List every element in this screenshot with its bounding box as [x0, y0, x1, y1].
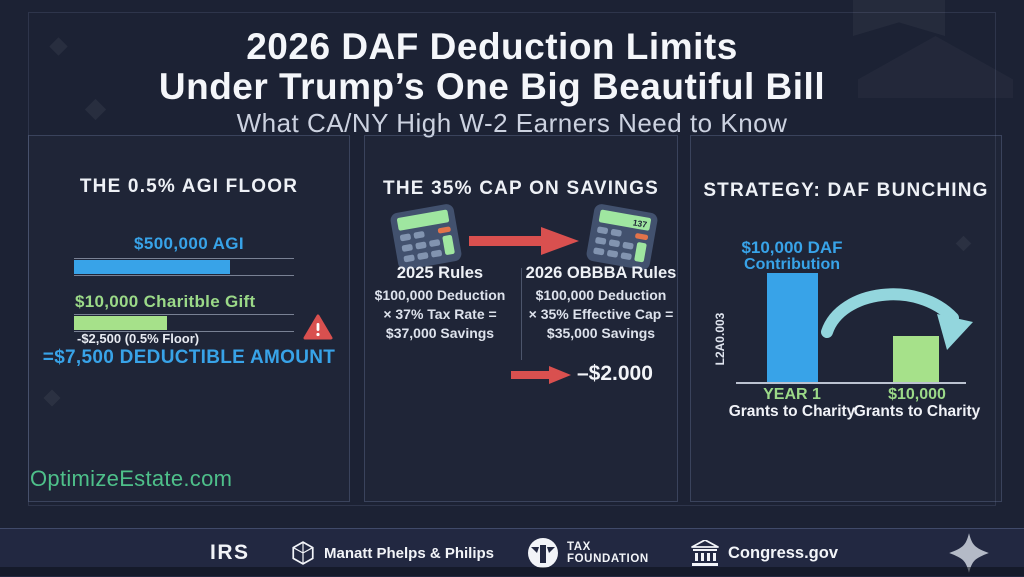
column-divider — [521, 268, 522, 360]
year1-contribution-bar — [767, 273, 818, 382]
deductible-result-label: =$7,500 DEDUCTIBLE AMOUNT — [42, 347, 336, 368]
rules-2026-column: 2026 OBBBA Rules $100,000 Deduction × 35… — [525, 264, 677, 343]
gift-amount-label: $10,000 Charitble Gift — [75, 292, 256, 311]
rules-2026-line: $35,000 Savings — [546, 325, 656, 341]
floor-deduction-note: -$2,500 (0.5% Floor) — [77, 331, 200, 346]
manatt-hexagon-icon — [292, 541, 314, 565]
rules-2026-line: $100,000 Deduction — [535, 287, 667, 303]
rules-2025-column: 2025 Rules $100,000 Deduction × 37% Tax … — [365, 264, 515, 343]
chart-side-label: L2A0.003 — [713, 312, 727, 366]
agi-bar — [74, 260, 230, 274]
panel-agi-floor: THE 0.5% AGI FLOOR $500,000 AGI $10,000 … — [28, 135, 350, 502]
panel-35-cap: THE 35% CAP ON SAVINGS 137 2025 Rules $1… — [364, 135, 678, 502]
outer-frame — [28, 12, 996, 506]
gift-bar-track — [74, 314, 294, 332]
panel-agi-floor-title: THE 0.5% AGI FLOOR — [79, 176, 299, 197]
calculator-2026-icon: 137 — [586, 204, 658, 270]
tax-foundation-text: TAX FOUNDATION — [567, 541, 649, 565]
rules-2025-heading: 2025 Rules — [396, 264, 484, 282]
irs-logo-text: IRS — [210, 541, 250, 564]
calculator-2025-icon — [390, 204, 462, 270]
grants-tick-sublabel: Grants to Charity — [853, 403, 981, 420]
congress-logo: Congress.gov — [690, 529, 838, 577]
congress-logo-text: Congress.gov — [728, 543, 839, 562]
page-title-line1: 2026 DAF Deduction Limits — [246, 26, 738, 67]
gift-bar — [74, 316, 167, 330]
warning-icon — [303, 314, 333, 340]
x-axis — [736, 382, 966, 384]
agi-bar-track — [74, 258, 294, 276]
agi-amount-label: $500,000 AGI — [133, 234, 245, 253]
manatt-logo: Manatt Phelps & Philips — [290, 529, 494, 577]
irs-logo: IRS — [210, 529, 250, 577]
delta-arrow-icon — [511, 366, 571, 384]
panel-daf-bunching: STRATEGY: DAF BUNCHING $10,000 DAF Contr… — [690, 135, 1002, 502]
calculator-display: 137 — [632, 217, 648, 229]
tax-foundation-text-bottom: FOUNDATION — [567, 553, 649, 565]
daf-contribution-label-line2: Contribution — [744, 256, 840, 273]
grants-bar — [893, 336, 939, 382]
panel-daf-bunching-title: STRATEGY: DAF BUNCHING — [703, 180, 989, 201]
year1-tick-sublabel: Grants to Charity — [728, 403, 856, 420]
tax-foundation-text-top: TAX — [567, 541, 591, 553]
rules-2025-line: × 37% Tax Rate = — [383, 306, 497, 322]
daf-contribution-label-line1: $10,000 DAF — [741, 238, 843, 257]
tax-foundation-icon — [528, 538, 558, 568]
rules-2026-line: × 35% Effective Cap = — [528, 306, 674, 322]
rules-2025-line: $100,000 Deduction — [374, 287, 506, 303]
curved-arrow-icon — [821, 288, 973, 350]
savings-delta-value: –$2.000 — [577, 362, 653, 385]
right-arrow-icon — [469, 227, 579, 255]
rules-2026-heading: 2026 OBBBA Rules — [525, 264, 677, 282]
grants-tick-label: $10,000 — [888, 386, 946, 403]
rules-2025-line: $37,000 Savings — [385, 325, 495, 341]
panel-35-cap-title: THE 35% CAP ON SAVINGS — [383, 178, 659, 199]
congress-building-icon — [691, 540, 719, 566]
bottom-edge-strip — [0, 567, 1024, 576]
manatt-logo-text: Manatt Phelps & Philips — [324, 544, 495, 562]
watermark-link[interactable]: OptimizeEstate.com — [30, 466, 233, 491]
page-title-line2: Under Trump’s One Big Beautiful Bill — [158, 66, 826, 107]
sparkle-icon — [949, 533, 989, 573]
tax-foundation-logo: TAX FOUNDATION — [527, 529, 649, 577]
year1-tick-label: YEAR 1 — [763, 386, 821, 403]
page-subtitle: What CA/NY High W-2 Earners Need to Know — [236, 108, 788, 138]
